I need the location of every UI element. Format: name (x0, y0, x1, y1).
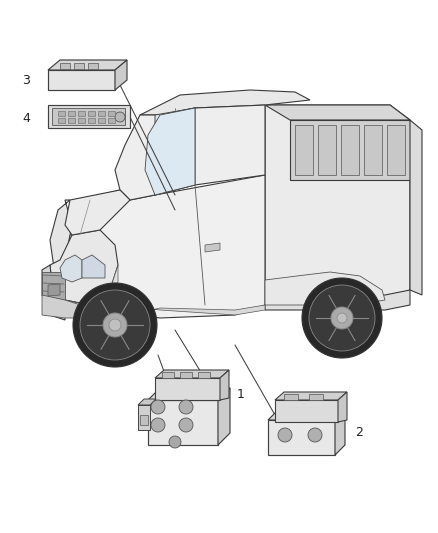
Polygon shape (155, 378, 220, 400)
Text: 4: 4 (22, 111, 30, 125)
Circle shape (169, 436, 181, 448)
Polygon shape (140, 90, 310, 115)
Polygon shape (65, 190, 130, 235)
Circle shape (331, 307, 353, 329)
Polygon shape (108, 111, 115, 116)
Polygon shape (82, 255, 105, 278)
Polygon shape (65, 265, 118, 305)
Polygon shape (48, 105, 130, 128)
Polygon shape (341, 125, 359, 175)
Polygon shape (68, 118, 75, 123)
Polygon shape (88, 111, 95, 116)
Polygon shape (60, 255, 82, 282)
Text: 1: 1 (237, 389, 245, 401)
Polygon shape (318, 125, 336, 175)
Circle shape (80, 290, 150, 360)
Polygon shape (335, 410, 345, 455)
Text: 2: 2 (355, 425, 363, 439)
Polygon shape (205, 243, 220, 252)
Polygon shape (98, 111, 105, 116)
Polygon shape (410, 120, 422, 295)
Polygon shape (138, 399, 156, 405)
Polygon shape (58, 118, 65, 123)
Circle shape (308, 428, 322, 442)
Polygon shape (42, 272, 65, 310)
Polygon shape (140, 415, 148, 425)
Polygon shape (50, 230, 118, 305)
Circle shape (151, 418, 165, 432)
Polygon shape (198, 372, 210, 378)
Polygon shape (364, 125, 382, 175)
Polygon shape (275, 400, 338, 422)
Polygon shape (108, 118, 115, 123)
Polygon shape (60, 63, 70, 69)
Polygon shape (338, 392, 347, 422)
Polygon shape (148, 388, 230, 400)
Polygon shape (284, 394, 298, 400)
Polygon shape (118, 305, 265, 318)
Polygon shape (275, 392, 347, 400)
Polygon shape (145, 108, 195, 195)
Polygon shape (155, 370, 229, 378)
Polygon shape (42, 295, 90, 318)
Polygon shape (78, 118, 85, 123)
Polygon shape (265, 290, 410, 310)
Polygon shape (88, 118, 95, 123)
Polygon shape (42, 265, 65, 320)
Polygon shape (295, 125, 313, 175)
Polygon shape (74, 63, 84, 69)
Polygon shape (88, 63, 98, 69)
Polygon shape (265, 105, 410, 120)
Polygon shape (162, 372, 174, 378)
Polygon shape (290, 120, 410, 180)
Polygon shape (180, 372, 192, 378)
Polygon shape (65, 175, 265, 318)
Circle shape (151, 400, 165, 414)
Circle shape (109, 319, 121, 331)
Circle shape (278, 428, 292, 442)
Polygon shape (387, 125, 405, 175)
Polygon shape (138, 405, 150, 430)
Circle shape (115, 112, 125, 122)
Polygon shape (52, 108, 125, 125)
Polygon shape (265, 272, 385, 305)
Circle shape (309, 285, 375, 351)
Polygon shape (68, 111, 75, 116)
Text: 3: 3 (22, 74, 30, 86)
Circle shape (337, 313, 347, 323)
Polygon shape (58, 111, 65, 116)
Polygon shape (78, 111, 85, 116)
Circle shape (73, 283, 157, 367)
Polygon shape (148, 400, 218, 445)
Circle shape (179, 418, 193, 432)
Polygon shape (48, 70, 115, 90)
Polygon shape (155, 108, 195, 195)
Polygon shape (268, 420, 335, 455)
Polygon shape (265, 105, 410, 305)
Polygon shape (50, 200, 72, 280)
Circle shape (103, 313, 127, 337)
Polygon shape (309, 394, 323, 400)
Polygon shape (48, 60, 127, 70)
Polygon shape (115, 60, 127, 90)
Polygon shape (115, 105, 265, 200)
Circle shape (302, 278, 382, 358)
Polygon shape (98, 118, 105, 123)
Polygon shape (218, 388, 230, 445)
Polygon shape (268, 410, 345, 420)
Circle shape (179, 400, 193, 414)
Polygon shape (48, 284, 60, 296)
Polygon shape (220, 370, 229, 400)
